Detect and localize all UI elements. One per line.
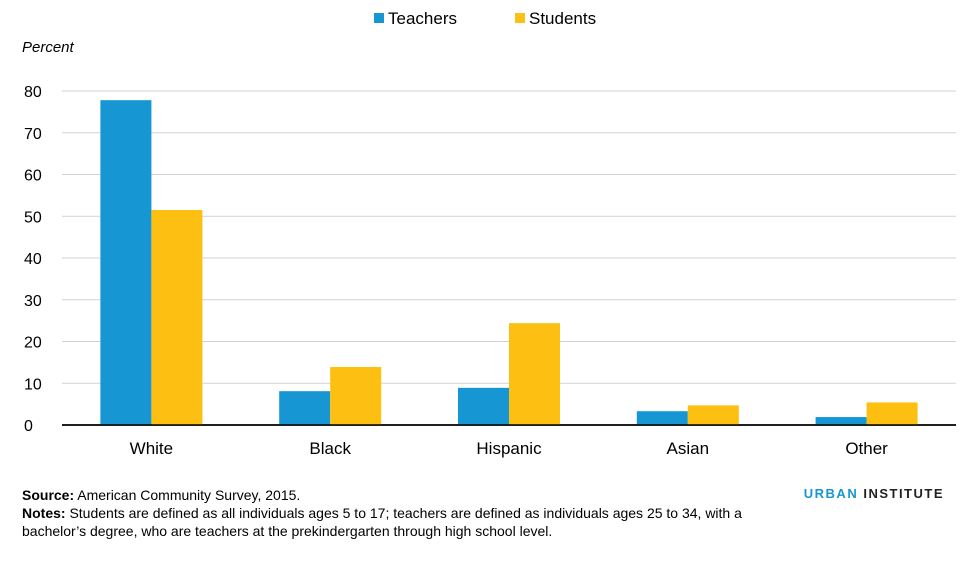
source-label: Source: — [22, 487, 75, 503]
bar-teachers-asian — [636, 411, 688, 425]
footer-notes: Source: American Community Survey, 2015.… — [22, 486, 782, 540]
bar-students-other — [866, 402, 918, 425]
x-tick-label: Hispanic — [476, 439, 542, 458]
bar-chart: Teachers Students Percent 0 10 20 30 40 50 60 70… — [22, 9, 956, 458]
x-axis-ticks: White Black Hispanic Asian Other — [130, 439, 889, 458]
legend-label-teachers: Teachers — [388, 9, 457, 28]
bar-teachers-other — [815, 417, 867, 425]
source-text: American Community Survey, 2015. — [74, 487, 301, 503]
bar-students-white — [151, 209, 203, 425]
x-tick-label: Other — [845, 439, 888, 458]
y-axis-label: Percent — [22, 39, 75, 56]
x-tick-label: White — [130, 439, 173, 458]
y-tick-label: 20 — [24, 335, 42, 352]
y-tick-label: 10 — [24, 376, 42, 393]
legend-label-students: Students — [529, 9, 596, 28]
y-axis-ticks: 0 10 20 30 40 50 60 70 80 — [24, 84, 42, 435]
brand-part2: INSTITUTE — [858, 486, 944, 501]
urban-institute-logo: URBAN INSTITUTE — [804, 486, 944, 501]
legend-swatch-teachers — [374, 13, 384, 23]
notes-text: Students are defined as all individuals … — [22, 505, 742, 539]
notes-line: Notes: Students are defined as all indiv… — [22, 504, 782, 540]
y-tick-label: 30 — [24, 293, 42, 310]
source-line: Source: American Community Survey, 2015. — [22, 486, 782, 504]
x-tick-label: Black — [309, 439, 351, 458]
bar-teachers-white — [100, 100, 152, 425]
y-tick-label: 50 — [24, 209, 42, 226]
x-tick-label: Asian — [667, 439, 710, 458]
y-tick-label: 40 — [24, 251, 42, 268]
y-tick-label: 0 — [24, 418, 33, 435]
bar-teachers-hispanic — [458, 387, 509, 425]
brand-part1: URBAN — [803, 486, 859, 501]
bar-students-asian — [687, 405, 739, 425]
legend: Teachers Students — [374, 9, 596, 28]
bar-teachers-black — [279, 391, 331, 425]
bar-students-black — [330, 366, 382, 425]
notes-label: Notes: — [22, 505, 66, 521]
y-tick-label: 70 — [24, 126, 42, 143]
bars — [62, 100, 956, 426]
y-tick-label: 80 — [24, 84, 42, 101]
y-tick-label: 60 — [24, 168, 42, 185]
legend-swatch-students — [515, 13, 525, 23]
bar-students-hispanic — [509, 323, 560, 425]
